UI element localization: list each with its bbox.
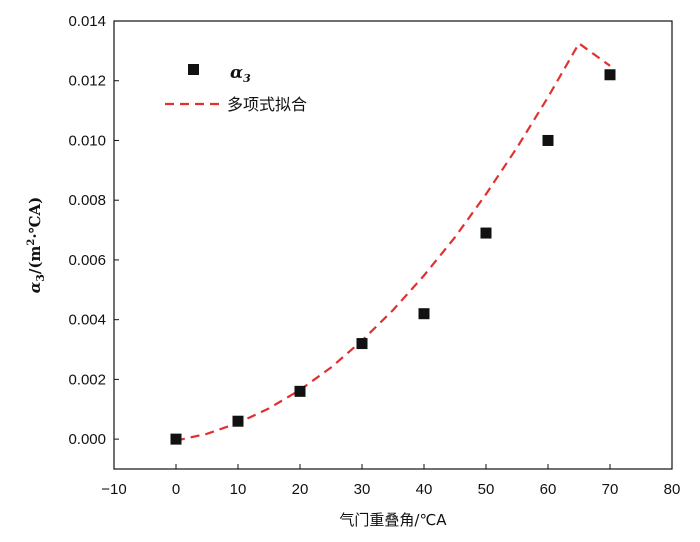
x-tick-label: 60 bbox=[540, 481, 557, 498]
y-tick-label: 0.004 bbox=[68, 312, 106, 329]
y-tick-label: 0.006 bbox=[68, 252, 106, 269]
y-tick-label: 0.002 bbox=[68, 371, 106, 388]
y-axis-title-unit-open: /(m bbox=[26, 246, 44, 275]
data-point bbox=[170, 433, 182, 445]
x-tick-label: 40 bbox=[416, 481, 433, 498]
y-tick-label: 0.012 bbox=[68, 73, 106, 90]
data-point bbox=[232, 415, 244, 427]
x-tick-label: 50 bbox=[478, 481, 495, 498]
x-tick-label: 70 bbox=[602, 481, 619, 498]
y-tick-label: 0.014 bbox=[68, 13, 106, 30]
fit-series bbox=[175, 41, 611, 442]
data-point bbox=[480, 227, 492, 239]
legend-label-fit: 多项式拟合 bbox=[227, 95, 307, 114]
data-point bbox=[604, 69, 616, 81]
y-axis: 0.000 0.002 0.004 0.006 0.008 0.010 0.012 0.014 bbox=[68, 13, 119, 448]
fit-curve bbox=[175, 41, 611, 442]
y-axis-title-unit-close: ·℃A) bbox=[26, 197, 44, 239]
legend-marker-square bbox=[188, 64, 199, 75]
legend-label-alpha-symbol: α bbox=[230, 63, 243, 83]
x-tick-label: 10 bbox=[230, 481, 247, 498]
y-axis-title-subscript: 3 bbox=[34, 274, 47, 282]
data-point bbox=[418, 308, 430, 320]
x-axis: −10 0 10 20 30 40 50 60 70 80 bbox=[101, 464, 680, 498]
y-axis-title: α3/(m2·℃A) bbox=[26, 197, 47, 294]
x-tick-label: −10 bbox=[101, 481, 126, 498]
data-series bbox=[170, 69, 616, 445]
data-point bbox=[356, 338, 368, 350]
y-axis-title-symbol: α bbox=[26, 281, 44, 293]
plot-frame bbox=[113, 20, 673, 470]
y-axis-title-unit-sup: 2 bbox=[26, 239, 37, 246]
data-point bbox=[294, 385, 306, 397]
y-tick-label: 0.000 bbox=[68, 431, 106, 448]
y-tick-label: 0.008 bbox=[68, 192, 106, 209]
x-axis-title: 气门重叠角/℃A bbox=[339, 511, 447, 529]
legend-label-alpha: α3 bbox=[230, 63, 251, 85]
y-tick-label: 0.010 bbox=[68, 132, 106, 149]
x-tick-label: 0 bbox=[172, 481, 180, 498]
legend-label-alpha-sub: 3 bbox=[243, 72, 251, 85]
plot-area bbox=[113, 20, 673, 470]
x-tick-label: 20 bbox=[292, 481, 309, 498]
legend: α3 多项式拟合 bbox=[165, 63, 307, 114]
data-point bbox=[542, 134, 554, 146]
x-tick-label: 30 bbox=[354, 481, 371, 498]
x-tick-label: 80 bbox=[664, 481, 681, 498]
